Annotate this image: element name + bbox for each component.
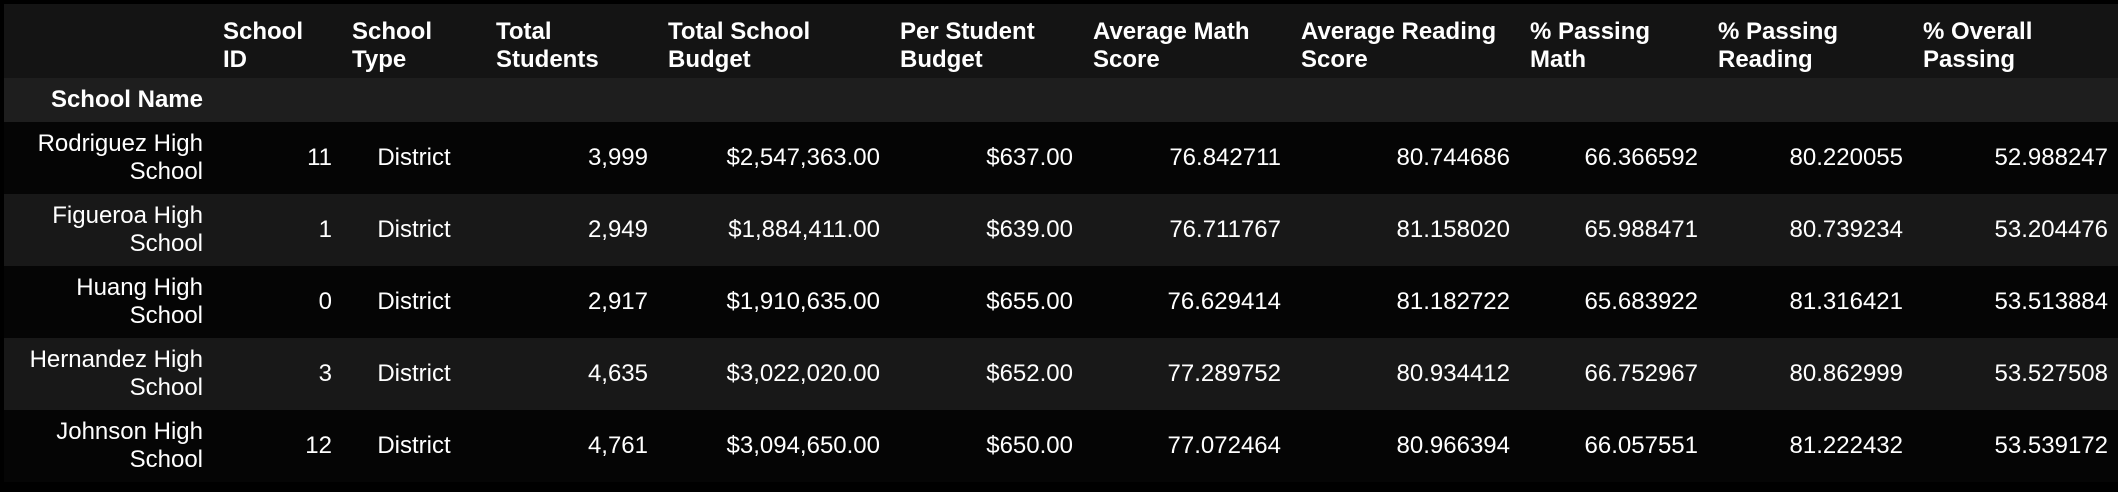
table-cell: 76.711767	[1083, 194, 1291, 266]
table-cell: 11	[213, 122, 342, 194]
table-cell: 77.289752	[1083, 338, 1291, 410]
blank-corner-cell	[4, 4, 213, 78]
table-cell: 4,635	[486, 338, 658, 410]
empty-header-cell	[1520, 78, 1708, 122]
table-cell: 65.988471	[1520, 194, 1708, 266]
column-header: Per Student Budget	[890, 4, 1083, 78]
table-cell: District	[342, 122, 486, 194]
table-row: Rodriguez High School 11 District 3,999 $2,5…	[4, 122, 2118, 194]
table-cell: $3,022,020.00	[658, 338, 890, 410]
table-cell: $639.00	[890, 194, 1083, 266]
table-cell: $2,547,363.00	[658, 122, 890, 194]
column-header: Average Math Score	[1083, 4, 1291, 78]
column-header: % Passing Reading	[1708, 4, 1913, 78]
school-name-cell: Johnson High School	[4, 410, 213, 482]
table-cell: $655.00	[890, 266, 1083, 338]
column-header: School ID	[213, 4, 342, 78]
table-cell: $650.00	[890, 410, 1083, 482]
column-header: Total Students	[486, 4, 658, 78]
table-cell: 12	[213, 410, 342, 482]
index-name-header: School Name	[4, 78, 213, 122]
table-cell: 4,761	[486, 410, 658, 482]
table-cell: 66.057551	[1520, 410, 1708, 482]
table-cell: 81.158020	[1291, 194, 1520, 266]
table-cell: $652.00	[890, 338, 1083, 410]
empty-header-cell	[342, 78, 486, 122]
table-cell: $3,094,650.00	[658, 410, 890, 482]
table-cell: 3,999	[486, 122, 658, 194]
table-cell: 2,949	[486, 194, 658, 266]
column-header: % Overall Passing	[1913, 4, 2118, 78]
table-cell: 81.222432	[1708, 410, 1913, 482]
table-row: Huang High School 0 District 2,917 $1,910,63…	[4, 266, 2118, 338]
table-row: Figueroa High School 1 District 2,949 $1,884…	[4, 194, 2118, 266]
table-cell: 53.513884	[1913, 266, 2118, 338]
empty-header-cell	[486, 78, 658, 122]
column-header-row: School ID School Type Total Students Tot…	[4, 4, 2118, 78]
table-cell: District	[342, 266, 486, 338]
empty-header-cell	[890, 78, 1083, 122]
empty-header-cell	[213, 78, 342, 122]
empty-header-cell	[1083, 78, 1291, 122]
school-name-cell: Hernandez High School	[4, 338, 213, 410]
table-cell: 80.744686	[1291, 122, 1520, 194]
table-cell: 53.539172	[1913, 410, 2118, 482]
table-cell: 66.366592	[1520, 122, 1708, 194]
column-header: Total School Budget	[658, 4, 890, 78]
table-cell: 81.182722	[1291, 266, 1520, 338]
school-name-cell: Figueroa High School	[4, 194, 213, 266]
table-cell: 65.683922	[1520, 266, 1708, 338]
table-cell: 80.934412	[1291, 338, 1520, 410]
table-cell: 77.072464	[1083, 410, 1291, 482]
table-cell: 80.966394	[1291, 410, 1520, 482]
table-cell: 52.988247	[1913, 122, 2118, 194]
column-header: % Passing Math	[1520, 4, 1708, 78]
table-cell: 3	[213, 338, 342, 410]
table-cell: 0	[213, 266, 342, 338]
table-cell: District	[342, 194, 486, 266]
empty-header-cell	[1291, 78, 1520, 122]
table-cell: 2,917	[486, 266, 658, 338]
table-row: Johnson High School 12 District 4,761 $3,094…	[4, 410, 2118, 482]
empty-header-cell	[658, 78, 890, 122]
table-cell: 80.739234	[1708, 194, 1913, 266]
column-header: School Type	[342, 4, 486, 78]
table-cell: 53.204476	[1913, 194, 2118, 266]
empty-header-cell	[1708, 78, 1913, 122]
table-cell: District	[342, 338, 486, 410]
index-header-row: School Name	[4, 78, 2118, 122]
table-cell: 1	[213, 194, 342, 266]
table-cell: 80.862999	[1708, 338, 1913, 410]
table-row: Hernandez High School 3 District 4,635 $3,02…	[4, 338, 2118, 410]
table-cell: $1,884,411.00	[658, 194, 890, 266]
table-cell: 76.629414	[1083, 266, 1291, 338]
empty-header-cell	[1913, 78, 2118, 122]
table-cell: 80.220055	[1708, 122, 1913, 194]
table-cell: 76.842711	[1083, 122, 1291, 194]
table-cell: 81.316421	[1708, 266, 1913, 338]
school-name-cell: Huang High School	[4, 266, 213, 338]
table-cell: 53.527508	[1913, 338, 2118, 410]
table-cell: $637.00	[890, 122, 1083, 194]
table-cell: 66.752967	[1520, 338, 1708, 410]
table-cell: District	[342, 410, 486, 482]
column-header: Average Reading Score	[1291, 4, 1520, 78]
schools-table: School ID School Type Total Students Tot…	[4, 4, 2118, 482]
table-cell: $1,910,635.00	[658, 266, 890, 338]
school-name-cell: Rodriguez High School	[4, 122, 213, 194]
